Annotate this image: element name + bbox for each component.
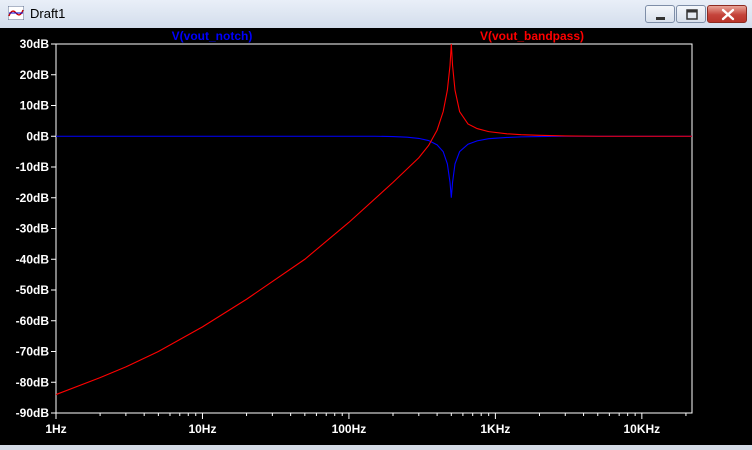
close-icon [721,8,735,21]
x-tick-label: 100Hz [332,422,367,436]
y-tick-label: -40dB [16,252,50,266]
minimize-icon [656,17,665,20]
x-tick-label: 1KHz [480,422,510,436]
maximize-icon [686,9,698,20]
plot-pane[interactable]: 30dB 20dB 10dB 0dB -10dB -20dB -30dB -40dB -50dB… [0,28,752,445]
maximize-button[interactable] [676,5,706,23]
waveform-plot[interactable]: 30dB 20dB 10dB 0dB -10dB -20dB -30dB -40dB -50dB… [0,28,752,445]
x-tick-label: 1Hz [45,422,66,436]
y-tick-label: -20dB [16,191,50,205]
y-tick-label: -90dB [16,406,50,420]
trace-label[interactable]: V(vout_bandpass) [480,29,584,43]
y-tick-label: 10dB [20,99,50,113]
window-title: Draft1 [30,6,66,21]
y-tick-label: 0dB [26,129,49,143]
y-tick-label: -80dB [16,375,50,389]
y-tick-label: -30dB [16,222,50,236]
series-line-bandpass[interactable] [55,43,692,396]
close-button[interactable] [707,5,747,23]
title-bar[interactable]: Draft1 [0,0,752,28]
y-tick-label: -10dB [16,160,50,174]
x-tick-label: 10Hz [188,422,216,436]
minimize-button[interactable] [645,5,675,23]
y-tick-label: 20dB [20,68,50,82]
y-tick-label: 30dB [20,37,50,51]
y-tick-label: -60dB [16,314,50,328]
series-line-notch[interactable] [56,135,692,198]
y-tick-label: -50dB [16,283,50,297]
x-tick-label: 10KHz [624,422,661,436]
plot-frame [55,43,693,414]
y-tick-label: -70dB [16,345,50,359]
waveform-app-icon [8,6,24,20]
trace-label[interactable]: V(vout_notch) [172,29,253,43]
